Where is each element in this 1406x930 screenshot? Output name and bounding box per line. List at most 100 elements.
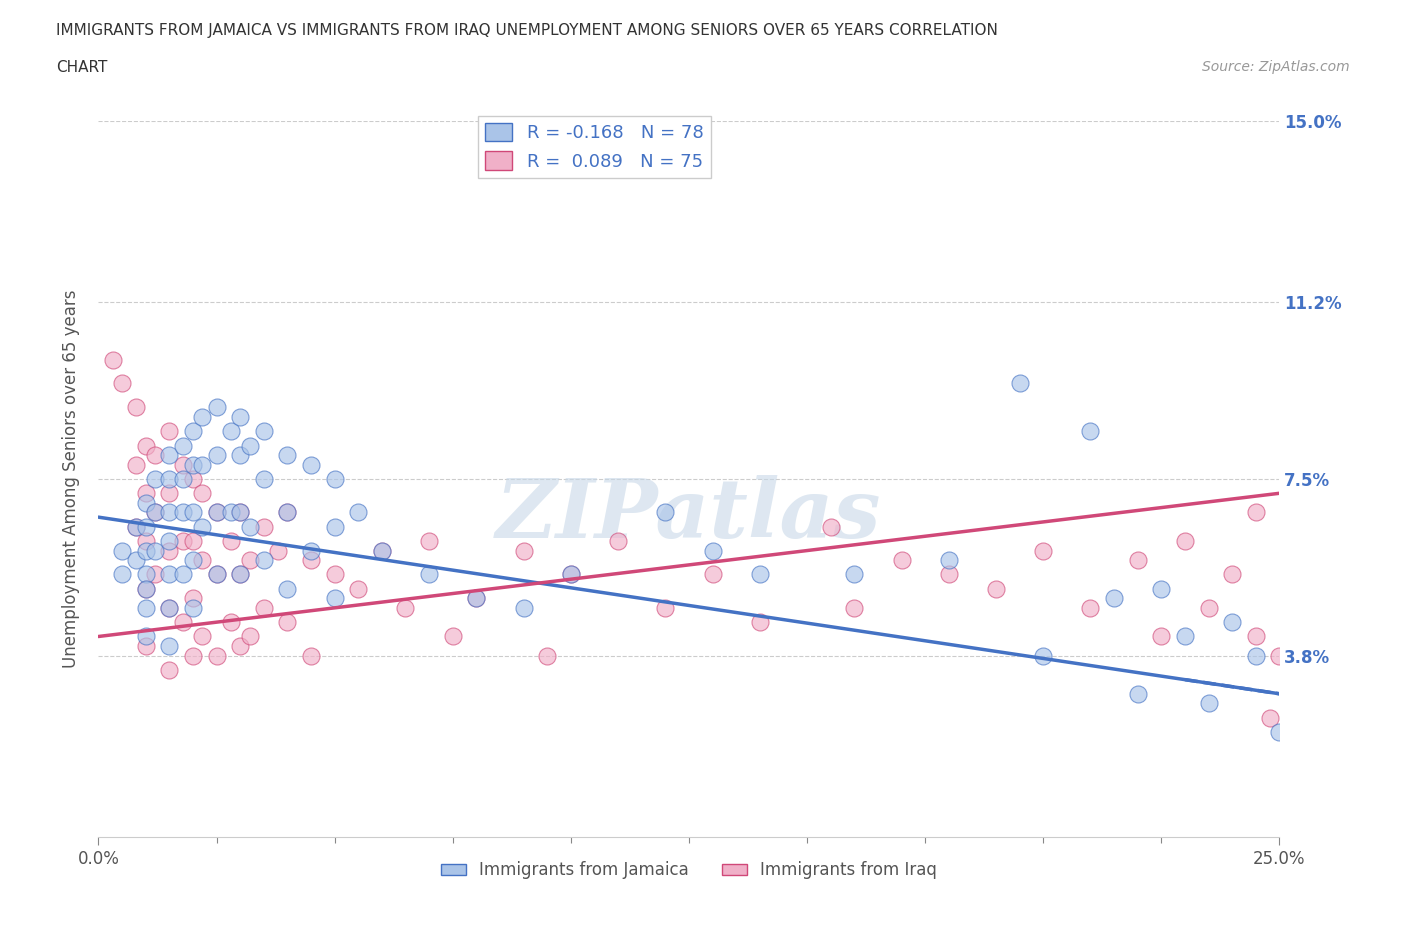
Point	[267, 543, 290, 558]
Point	[135, 629, 157, 644]
Point	[418, 567, 440, 582]
Point	[172, 458, 194, 472]
Point	[1244, 505, 1267, 520]
Point	[143, 472, 166, 486]
Point	[157, 662, 180, 677]
Point	[157, 472, 180, 486]
Point	[1102, 591, 1125, 605]
Point	[239, 519, 262, 534]
Point	[181, 472, 204, 486]
Legend: Immigrants from Jamaica, Immigrants from Iraq: Immigrants from Jamaica, Immigrants from…	[434, 855, 943, 886]
Point	[394, 601, 416, 616]
Point	[157, 485, 180, 500]
Point	[560, 567, 582, 582]
Point	[1198, 696, 1220, 711]
Point	[125, 458, 148, 472]
Point	[1244, 629, 1267, 644]
Point	[135, 543, 157, 558]
Point	[172, 615, 194, 630]
Point	[143, 567, 166, 582]
Point	[181, 601, 204, 616]
Point	[135, 534, 157, 549]
Point	[229, 505, 252, 520]
Point	[1126, 552, 1149, 567]
Point	[1258, 711, 1281, 725]
Point	[702, 567, 724, 582]
Point	[890, 552, 912, 567]
Point	[172, 534, 194, 549]
Point	[157, 505, 180, 520]
Point	[157, 543, 180, 558]
Point	[1174, 629, 1197, 644]
Point	[276, 615, 298, 630]
Point	[125, 552, 148, 567]
Point	[465, 591, 488, 605]
Point	[172, 567, 194, 582]
Point	[465, 591, 488, 605]
Point	[607, 534, 630, 549]
Point	[844, 601, 866, 616]
Point	[191, 458, 214, 472]
Point	[143, 505, 166, 520]
Point	[191, 409, 214, 424]
Point	[172, 472, 194, 486]
Point	[135, 567, 157, 582]
Point	[347, 505, 370, 520]
Y-axis label: Unemployment Among Seniors over 65 years: Unemployment Among Seniors over 65 years	[62, 290, 80, 668]
Point	[441, 629, 464, 644]
Point	[191, 629, 214, 644]
Point	[371, 543, 394, 558]
Point	[181, 591, 204, 605]
Point	[111, 567, 134, 582]
Point	[172, 438, 194, 453]
Point	[418, 534, 440, 549]
Point	[1174, 534, 1197, 549]
Point	[125, 400, 148, 415]
Point	[1150, 581, 1173, 596]
Point	[253, 601, 276, 616]
Point	[135, 601, 157, 616]
Point	[1080, 601, 1102, 616]
Point	[205, 447, 228, 462]
Point	[347, 581, 370, 596]
Point	[560, 567, 582, 582]
Text: Source: ZipAtlas.com: Source: ZipAtlas.com	[1202, 60, 1350, 74]
Point	[157, 601, 180, 616]
Point	[181, 505, 204, 520]
Point	[323, 567, 346, 582]
Point	[143, 505, 166, 520]
Point	[253, 424, 276, 439]
Point	[748, 615, 770, 630]
Point	[205, 567, 228, 582]
Point	[111, 376, 134, 391]
Point	[135, 639, 157, 654]
Point	[299, 552, 322, 567]
Point	[157, 534, 180, 549]
Point	[135, 581, 157, 596]
Point	[1032, 648, 1054, 663]
Point	[938, 552, 960, 567]
Point	[143, 447, 166, 462]
Point	[253, 552, 276, 567]
Point	[229, 447, 252, 462]
Point	[143, 543, 166, 558]
Point	[111, 543, 134, 558]
Point	[191, 519, 214, 534]
Point	[276, 505, 298, 520]
Point	[512, 601, 534, 616]
Point	[748, 567, 770, 582]
Point	[1126, 686, 1149, 701]
Point	[323, 591, 346, 605]
Point	[1268, 724, 1291, 739]
Point	[219, 505, 242, 520]
Point	[938, 567, 960, 582]
Point	[135, 485, 157, 500]
Text: IMMIGRANTS FROM JAMAICA VS IMMIGRANTS FROM IRAQ UNEMPLOYMENT AMONG SENIORS OVER : IMMIGRANTS FROM JAMAICA VS IMMIGRANTS FR…	[56, 23, 998, 38]
Point	[276, 447, 298, 462]
Point	[1220, 567, 1243, 582]
Point	[205, 505, 228, 520]
Point	[1244, 648, 1267, 663]
Point	[191, 552, 214, 567]
Point	[536, 648, 558, 663]
Point	[219, 534, 242, 549]
